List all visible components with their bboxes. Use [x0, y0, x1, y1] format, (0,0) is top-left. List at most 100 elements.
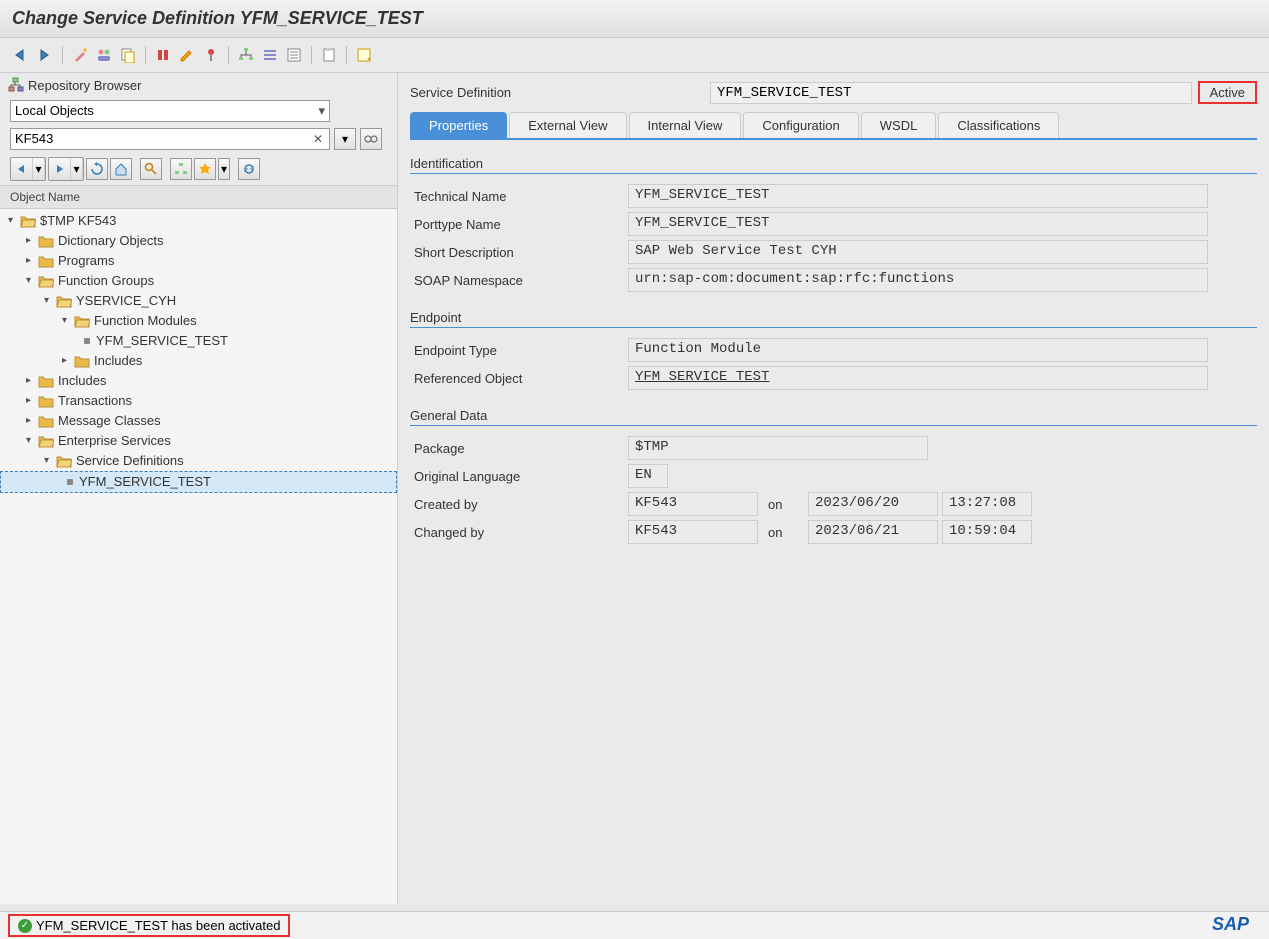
created-by-value: KF543	[628, 492, 758, 516]
tree-fwd-menu[interactable]: ▾	[71, 158, 83, 180]
tree-selected[interactable]: YFM_SERVICE_TEST	[0, 471, 397, 493]
copy-icon[interactable]	[117, 44, 139, 66]
folder-open-icon	[56, 454, 72, 468]
folder-open-icon	[20, 214, 36, 228]
status-badge: Active	[1198, 81, 1257, 104]
object-type-dropdown[interactable]: Local Objects	[10, 100, 330, 122]
tree-fwd-icon[interactable]	[49, 158, 71, 180]
tree-label: Includes	[58, 372, 106, 390]
folder-open-icon	[38, 274, 54, 288]
sd-header: Service Definition YFM_SERVICE_TEST Acti…	[410, 81, 1257, 104]
tree-yfm-test[interactable]: YFM_SERVICE_TEST	[0, 331, 397, 351]
toggle-icon[interactable]: ▾	[44, 292, 56, 310]
created-time-value: 13:27:08	[942, 492, 1032, 516]
filter-input[interactable]: KF543 ✕	[10, 128, 330, 150]
toggle-icon[interactable]: ▸	[26, 232, 38, 250]
field-value: EN	[628, 464, 668, 488]
toggle-icon[interactable]: ▾	[8, 212, 20, 230]
bullet-icon	[67, 479, 73, 485]
tab-class[interactable]: Classifications	[938, 112, 1059, 138]
tree-label: Service Definitions	[76, 452, 184, 470]
right-panel: Service Definition YFM_SERVICE_TEST Acti…	[398, 73, 1269, 904]
field-label: Original Language	[410, 469, 628, 484]
home-icon[interactable]	[110, 158, 132, 180]
tree-root[interactable]: ▾ $TMP KF543	[0, 211, 397, 231]
field-soap: SOAP Namespace urn:sap-com:document:sap:…	[410, 266, 1257, 294]
wand-icon[interactable]	[69, 44, 91, 66]
tree-label: Includes	[94, 352, 142, 370]
check-icon: ✓	[18, 919, 32, 933]
tree-entservices[interactable]: ▾ Enterprise Services	[0, 431, 397, 451]
tab-internal[interactable]: Internal View	[629, 112, 742, 138]
tree-programs[interactable]: ▸ Programs	[0, 251, 397, 271]
forward-icon[interactable]	[34, 44, 56, 66]
field-value-link[interactable]: YFM SERVICE TEST	[628, 366, 1208, 390]
folder-icon	[38, 374, 54, 388]
toggle-icon[interactable]: ▾	[44, 452, 56, 470]
find-icon[interactable]	[140, 158, 162, 180]
tree-dict[interactable]: ▸ Dictionary Objects	[0, 231, 397, 251]
users-icon[interactable]	[93, 44, 115, 66]
bullet-icon	[84, 338, 90, 344]
tree-fmodules[interactable]: ▾ Function Modules	[0, 311, 397, 331]
tree-yservice[interactable]: ▾ YSERVICE_CYH	[0, 291, 397, 311]
status-message: ✓ YFM_SERVICE_TEST has been activated	[8, 914, 290, 937]
folder-icon	[38, 254, 54, 268]
note-icon[interactable]	[353, 44, 375, 66]
tree-icon[interactable]	[170, 158, 192, 180]
fav-menu[interactable]: ▾	[218, 158, 230, 180]
tree-fgroups[interactable]: ▾ Function Groups	[0, 271, 397, 291]
tree-label: Dictionary Objects	[58, 232, 163, 250]
activate-icon[interactable]	[152, 44, 174, 66]
clear-icon[interactable]: ✕	[313, 132, 323, 146]
folder-icon	[74, 354, 90, 368]
separator	[311, 46, 312, 64]
toggle-icon[interactable]: ▸	[26, 372, 38, 390]
toggle-icon[interactable]: ▾	[26, 432, 38, 450]
tabs: Properties External View Internal View C…	[410, 112, 1257, 140]
tree-transactions[interactable]: ▸ Transactions	[0, 391, 397, 411]
tree-sdefs[interactable]: ▾ Service Definitions	[0, 451, 397, 471]
tree-includes[interactable]: ▸ Includes	[0, 371, 397, 391]
back-icon[interactable]	[10, 44, 32, 66]
toggle-icon[interactable]: ▸	[26, 252, 38, 270]
field-ref-object: Referenced Object YFM SERVICE TEST	[410, 364, 1257, 392]
tree-includes-inner[interactable]: ▸ Includes	[0, 351, 397, 371]
filter-value: KF543	[15, 131, 53, 146]
stack-icon[interactable]	[259, 44, 281, 66]
tab-properties[interactable]: Properties	[410, 112, 507, 138]
sync-icon[interactable]	[238, 158, 260, 180]
tree-msgclasses[interactable]: ▸ Message Classes	[0, 411, 397, 431]
tree-label: Function Modules	[94, 312, 197, 330]
favorite-icon[interactable]	[194, 158, 216, 180]
toggle-icon[interactable]: ▾	[26, 272, 38, 290]
tab-external[interactable]: External View	[509, 112, 626, 138]
toggle-icon[interactable]: ▾	[62, 312, 74, 330]
tree-back-menu[interactable]: ▾	[33, 158, 45, 180]
glasses-icon[interactable]	[360, 128, 382, 150]
tree-label: Function Groups	[58, 272, 154, 290]
toggle-icon[interactable]: ▸	[62, 352, 74, 370]
tree-back-icon[interactable]	[11, 158, 33, 180]
title-bar: Change Service Definition YFM_SERVICE_TE…	[0, 0, 1269, 38]
tree-label: Message Classes	[58, 412, 161, 430]
separator	[228, 46, 229, 64]
tab-wsdl[interactable]: WSDL	[861, 112, 937, 138]
refresh-icon[interactable]	[86, 158, 108, 180]
pin-icon[interactable]	[200, 44, 222, 66]
pencil-icon[interactable]	[176, 44, 198, 66]
separator	[62, 46, 63, 64]
toggle-icon[interactable]: ▸	[26, 392, 38, 410]
tab-config[interactable]: Configuration	[743, 112, 858, 138]
field-label: Package	[410, 441, 628, 456]
section-identification: Identification Technical Name YFM_SERVIC…	[410, 156, 1257, 294]
field-label: SOAP Namespace	[410, 273, 628, 288]
folder-icon	[38, 234, 54, 248]
filter-row: KF543 ✕ ▾	[0, 125, 397, 153]
dropdown-btn[interactable]: ▾	[334, 128, 356, 150]
list-icon[interactable]	[283, 44, 305, 66]
clipboard-icon[interactable]	[318, 44, 340, 66]
hierarchy-icon[interactable]	[235, 44, 257, 66]
field-value: YFM_SERVICE_TEST	[628, 184, 1208, 208]
toggle-icon[interactable]: ▸	[26, 412, 38, 430]
